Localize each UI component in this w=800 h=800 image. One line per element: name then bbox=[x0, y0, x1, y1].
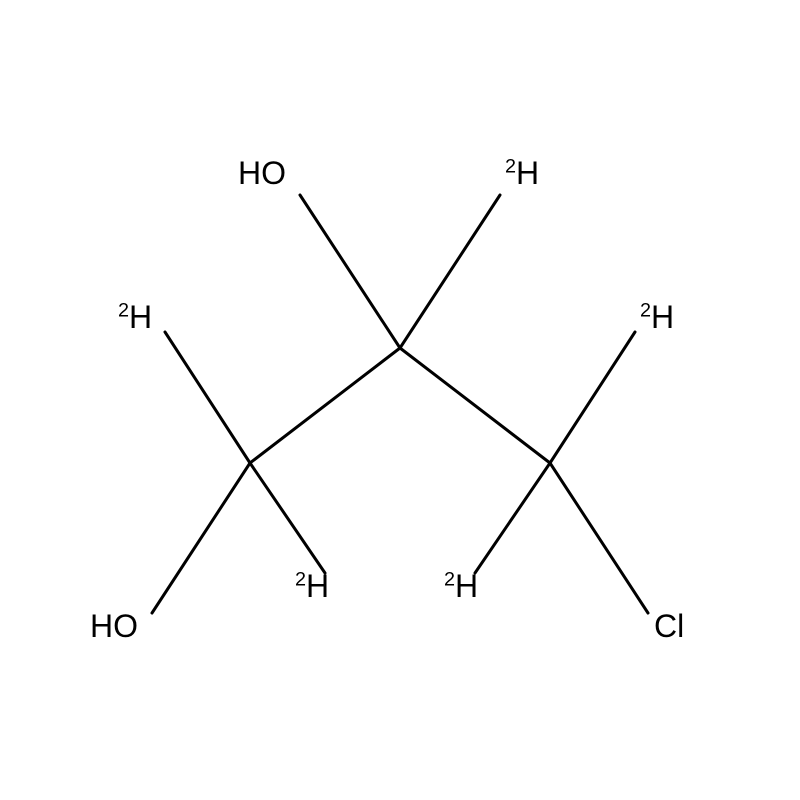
bond bbox=[152, 463, 250, 613]
bond bbox=[400, 348, 550, 463]
atom-label-ho_top: HO bbox=[238, 157, 286, 189]
bond bbox=[475, 463, 550, 573]
atom-label-cl_br: Cl bbox=[654, 610, 684, 642]
bond bbox=[165, 332, 250, 463]
atom-label-d_left_dn: 2H bbox=[295, 570, 329, 602]
bond bbox=[300, 195, 400, 348]
atom-label-d_left_up: 2H bbox=[118, 301, 152, 333]
bond bbox=[550, 463, 648, 613]
bond bbox=[250, 463, 325, 573]
atom-label-d_right_up: 2H bbox=[640, 301, 674, 333]
bond bbox=[250, 348, 400, 463]
bond bbox=[400, 195, 500, 348]
bond bbox=[550, 332, 635, 463]
atom-label-ho_bl: HO bbox=[90, 610, 138, 642]
atom-label-d_top: 2H bbox=[505, 157, 539, 189]
atom-label-d_right_dn: 2H bbox=[444, 570, 478, 602]
molecule-diagram bbox=[0, 0, 800, 800]
